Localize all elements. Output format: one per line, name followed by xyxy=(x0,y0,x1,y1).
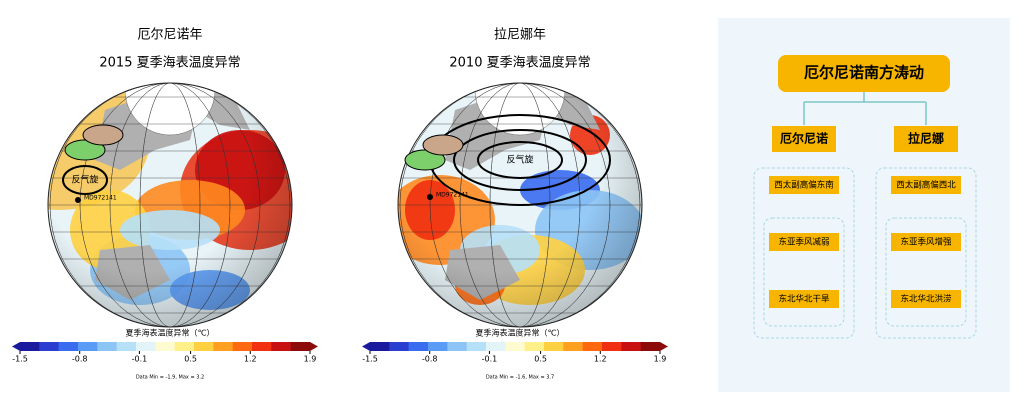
item-label: 西太副高偏西北 xyxy=(896,180,956,191)
data-range: Data Min = -1.6, Max = 3.7 xyxy=(486,375,554,381)
globe-outline xyxy=(47,82,293,328)
colorbar-cell xyxy=(582,342,603,351)
colorbar-arrow xyxy=(362,342,370,351)
colorbar-cell xyxy=(136,342,156,351)
colorbar-cell xyxy=(194,342,214,351)
column-box xyxy=(885,217,967,327)
colorbar-cell xyxy=(174,342,195,351)
colorbar-cell xyxy=(78,342,98,351)
colorbar-cell xyxy=(505,342,525,351)
column-header-box xyxy=(772,126,836,152)
colorbar-cell xyxy=(370,342,390,351)
annotation: 反气旋 xyxy=(506,154,533,166)
globe-shade xyxy=(48,83,292,327)
item-box xyxy=(769,233,839,251)
colorbar-cell xyxy=(58,342,79,351)
colorbar-tick-label: 1.9 xyxy=(654,355,667,364)
colorbar-cell xyxy=(408,342,429,351)
colorbar-cell xyxy=(621,342,641,351)
station-label: MD972141 xyxy=(436,192,469,199)
colorbar-cell xyxy=(155,342,175,351)
map-title: 拉尼娜年 xyxy=(494,28,546,43)
colorbar-cell xyxy=(389,342,409,351)
item-box xyxy=(769,290,839,308)
item-label: 东北华北干旱 xyxy=(778,294,830,305)
colorbar-cell xyxy=(20,342,40,351)
colorbar-tick-label: -0.8 xyxy=(72,355,88,364)
station-label: MD972141 xyxy=(84,195,117,202)
colorbar-cell xyxy=(252,342,272,351)
colorbar-arrow xyxy=(12,342,20,351)
column-box xyxy=(753,167,855,339)
item-label: 东亚季风减弱 xyxy=(778,237,829,248)
rain-icon xyxy=(422,134,464,156)
colorbar-tick-label: 0.5 xyxy=(534,355,547,364)
colorbar-cell xyxy=(116,342,137,351)
data-range: Data Min = -1.9, Max = 3.2 xyxy=(136,375,204,381)
colorbar-tick-label: -0.8 xyxy=(422,355,438,364)
item-label: 东北华北洪涝 xyxy=(900,294,952,305)
colorbar-label: 夏季海表温度异常（℃） xyxy=(476,328,565,338)
colorbar-cell xyxy=(290,342,311,351)
colorbar-cell xyxy=(486,342,506,351)
item-box xyxy=(891,176,961,194)
colorbar-cell xyxy=(524,342,545,351)
column-header: 拉尼娜 xyxy=(908,131,944,146)
colorbar-cell xyxy=(640,342,661,351)
item-label: 西太副高偏东南 xyxy=(774,180,834,191)
map-subtitle: 2010 夏季海表温度异常 xyxy=(449,55,590,71)
annotation: 反气旋 xyxy=(71,174,98,186)
item-box xyxy=(769,176,839,194)
column-box xyxy=(763,217,845,327)
column-header: 厄尔尼诺 xyxy=(780,131,828,146)
colorbar-label: 夏季海表温度异常（℃） xyxy=(126,328,215,338)
colorbar-tick-label: 1.2 xyxy=(594,355,607,364)
station xyxy=(75,197,81,203)
colorbar-cell xyxy=(39,342,59,351)
station xyxy=(427,194,433,200)
connector xyxy=(803,92,927,125)
item-label: 东亚季风增强 xyxy=(900,237,952,248)
colorbar-tick-label: 1.2 xyxy=(244,355,257,364)
colorbar-cell xyxy=(544,342,564,351)
anticyclone-ring xyxy=(62,165,108,195)
colorbar-arrow xyxy=(660,342,668,351)
anticyclone-ring xyxy=(453,129,587,191)
diagram-title-box xyxy=(778,55,950,92)
colorbar-cell xyxy=(271,342,291,351)
map-subtitle: 2015 夏季海表温度异常 xyxy=(99,55,240,71)
colorbar-cell xyxy=(428,342,448,351)
colorbar-tick-label: -1.5 xyxy=(362,355,378,364)
globe-outline xyxy=(397,82,643,328)
column-box xyxy=(875,167,977,339)
colorbar-cell xyxy=(563,342,583,351)
colorbar-cell xyxy=(466,342,487,351)
colorbar-tick-label: 0.5 xyxy=(184,355,197,364)
diagram-title: 厄尔尼诺南方涛动 xyxy=(804,64,924,82)
colorbar-tick-label: -0.1 xyxy=(482,355,498,364)
item-box xyxy=(891,290,961,308)
colorbar-cell xyxy=(97,342,117,351)
map-title: 厄尔尼诺年 xyxy=(137,28,202,43)
colorbar-cell xyxy=(213,342,233,351)
colorbar-tick-label: -1.5 xyxy=(12,355,28,364)
column-header-box xyxy=(894,126,958,152)
colorbar-cell xyxy=(447,342,467,351)
colorbar-arrow xyxy=(310,342,318,351)
rain-icon xyxy=(82,124,124,146)
colorbar-tick-label: 1.9 xyxy=(304,355,317,364)
colorbar-cell xyxy=(602,342,622,351)
anticyclone-ring xyxy=(477,141,563,179)
item-box xyxy=(891,233,961,251)
colorbar-tick-label: -0.1 xyxy=(132,355,148,364)
colorbar-cell xyxy=(232,342,253,351)
